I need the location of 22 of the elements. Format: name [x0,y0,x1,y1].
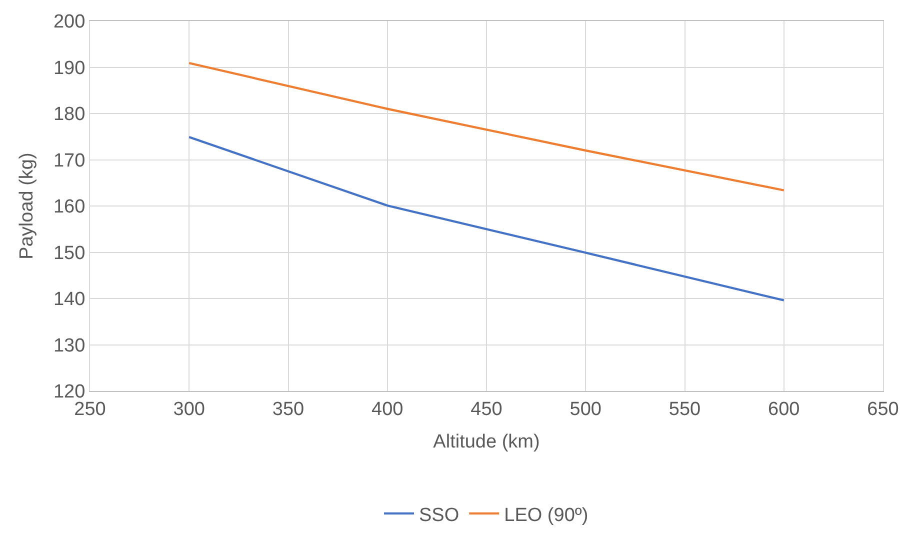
x-tick-label: 550 [668,398,701,420]
y-tick-label: 130 [53,335,86,356]
y-tick-label: 200 [53,12,86,33]
y-tick-label: 140 [53,289,86,310]
y-tick-label: 150 [53,242,86,264]
x-tick-label: 500 [570,398,602,420]
y-tick-label: 170 [53,150,86,172]
x-tick-label: 600 [768,398,800,420]
x-tick-label: 650 [867,398,899,420]
line-series [188,62,785,192]
x-tick-label: 300 [173,398,205,420]
y-tick-label: 160 [53,196,86,218]
legend-label: LEO (90º) [504,504,588,526]
x-axis-title: Altitude (km) [433,432,540,453]
legend-label: SSO [419,504,460,526]
line-series [188,136,785,302]
x-tick-label: 350 [272,398,304,420]
x-tick-label: 450 [470,398,502,420]
y-tick-label: 180 [53,104,86,126]
y-tick-label: 190 [53,58,86,79]
y-axis-title: Payload (kg) [16,152,38,260]
x-tick-label: 400 [372,398,404,420]
